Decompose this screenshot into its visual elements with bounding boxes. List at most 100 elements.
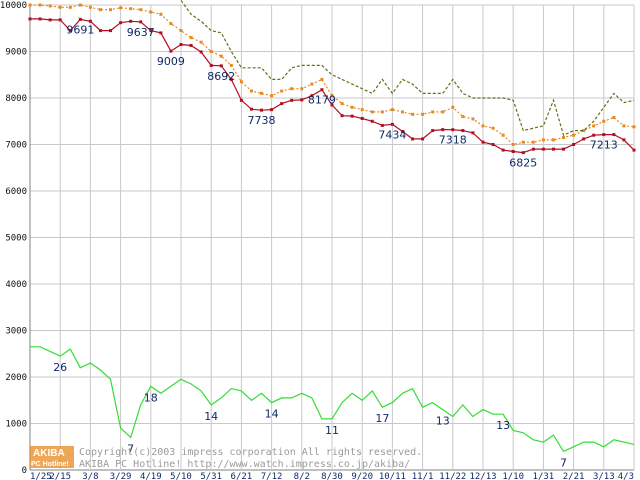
series-point — [330, 94, 334, 98]
data-label: 9009 — [157, 55, 185, 68]
series-point — [280, 89, 284, 93]
series-point — [622, 124, 626, 128]
series-point — [159, 12, 163, 16]
series-point — [370, 110, 374, 114]
series-point — [38, 3, 42, 7]
series-point — [310, 94, 314, 98]
series-point — [531, 147, 535, 151]
series-point — [582, 129, 586, 133]
series-point — [370, 119, 374, 123]
copyright-text: Copyright(c)2003 impress corporation All… — [79, 447, 422, 458]
series-point — [139, 8, 143, 12]
series-olive — [180, 0, 635, 137]
x-tick-label: 4/3 — [618, 472, 634, 480]
series-point — [169, 22, 173, 26]
data-label: 9637 — [127, 26, 155, 39]
series-point — [562, 136, 566, 140]
data-label: 14 — [204, 410, 218, 423]
series-point — [320, 88, 324, 92]
series-line — [30, 346, 635, 453]
akiba-logo — [30, 446, 74, 468]
series-point — [300, 98, 304, 102]
data-label: 14 — [265, 408, 279, 421]
series-point — [431, 129, 435, 133]
series-point — [451, 128, 455, 132]
data-label: 7434 — [378, 128, 406, 141]
x-tick-label: 9/20 — [351, 472, 373, 480]
x-tick-label: 3/29 — [110, 472, 132, 480]
x-tick-label: 1/31 — [533, 472, 555, 480]
series-point — [471, 131, 475, 135]
series-point — [461, 115, 465, 119]
series-point — [78, 17, 82, 21]
x-tick-label: 1/25 — [30, 472, 52, 480]
series-point — [441, 128, 445, 132]
series-point — [179, 29, 183, 33]
series-point — [68, 5, 72, 9]
series-point — [139, 20, 143, 24]
series-point — [350, 114, 354, 118]
series-lines — [28, 0, 636, 453]
logo-top-text: AKIBA — [33, 448, 65, 459]
x-tick-label: 12/13 — [469, 472, 496, 480]
series-point — [350, 105, 354, 109]
series-point — [400, 129, 404, 133]
series-point — [330, 103, 334, 107]
grid-lines — [29, 4, 635, 471]
x-tick-label: 5/10 — [170, 472, 192, 480]
series-point — [632, 148, 636, 152]
x-tick-label: 11/1 — [412, 472, 434, 480]
series-point — [209, 63, 213, 67]
watermark: AKIBA PC Hotline! Copyright(c)2003 impre… — [30, 446, 422, 470]
series-point — [199, 40, 203, 44]
x-tick-label: 3/13 — [593, 472, 615, 480]
series-point — [239, 80, 243, 84]
series-point — [602, 119, 606, 123]
series-point — [149, 29, 153, 33]
series-point — [421, 112, 425, 116]
data-label: 11 — [325, 424, 339, 437]
series-point — [511, 143, 515, 146]
series-point — [270, 108, 274, 112]
data-label: 8692 — [207, 70, 235, 83]
series-point — [320, 77, 324, 81]
series-point — [129, 19, 133, 23]
series-point — [109, 8, 113, 12]
series-point — [219, 64, 223, 68]
data-label: 9691 — [66, 23, 94, 36]
series-point — [229, 63, 233, 67]
series-point — [209, 50, 213, 53]
y-tick-label: 7000 — [5, 141, 27, 151]
series-point — [612, 116, 616, 120]
hotline-url-text: AKIBA PC Hotline! http://www.watch.impre… — [79, 459, 410, 470]
series-point — [481, 124, 485, 128]
series-point — [310, 82, 314, 86]
series-point — [531, 140, 535, 144]
series-point — [48, 18, 52, 22]
series-point — [612, 133, 616, 137]
series-point — [38, 17, 42, 21]
data-label: 18 — [144, 391, 158, 404]
series-point — [632, 125, 636, 129]
series-point — [260, 91, 264, 95]
series-point — [58, 5, 62, 9]
x-tick-label: 7/12 — [261, 472, 283, 480]
series-point — [411, 112, 415, 116]
series-point — [229, 77, 233, 81]
x-tick-label: 2/21 — [563, 472, 585, 480]
series-point — [179, 43, 183, 47]
y-tick-label: 10000 — [0, 1, 27, 11]
series-point — [541, 138, 545, 142]
series-point — [119, 21, 123, 25]
series-point — [521, 151, 525, 155]
series-point — [249, 107, 253, 111]
x-tick-label: 5/31 — [200, 472, 222, 480]
series-point — [189, 36, 193, 40]
x-tick-label: 3/8 — [82, 472, 98, 480]
series-point — [360, 108, 364, 112]
series-point — [149, 10, 153, 14]
data-label: 7318 — [439, 134, 467, 147]
series-point — [159, 31, 163, 35]
series-point — [582, 137, 586, 141]
